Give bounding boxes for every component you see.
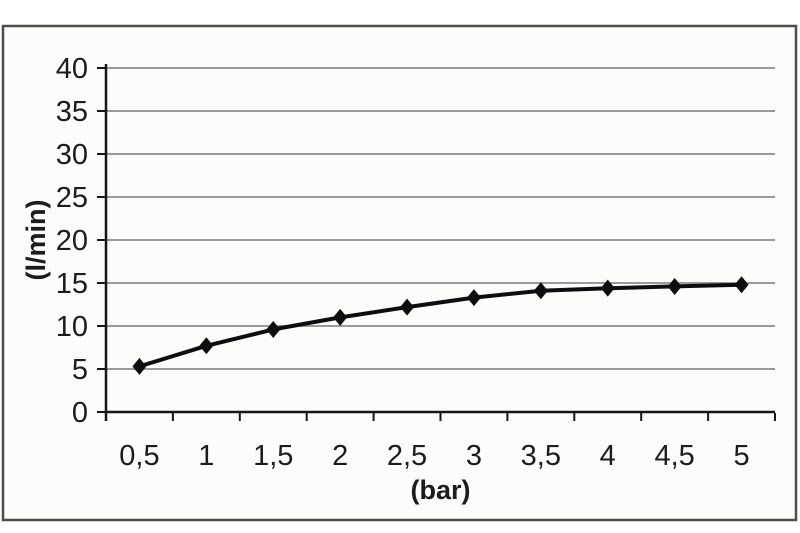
y-tick-label: 35: [56, 96, 88, 128]
x-tick-label: 1,5: [253, 440, 293, 472]
y-tick-label: 5: [72, 354, 88, 386]
x-axis-title: (bar): [411, 475, 471, 505]
data-point-marker: [667, 277, 682, 295]
x-tick-label: 5: [733, 440, 749, 472]
x-tick-label: 3: [466, 440, 482, 472]
x-tick-label: 4: [600, 440, 616, 472]
y-tick-label: 0: [72, 397, 88, 429]
data-point-marker: [333, 308, 348, 326]
x-tick-label: 4,5: [654, 440, 694, 472]
y-tick-label: 40: [56, 53, 88, 85]
data-point-marker: [400, 298, 415, 316]
y-tick-label: 10: [56, 311, 88, 343]
data-point-marker: [533, 282, 548, 300]
y-tick-label: 20: [56, 225, 88, 257]
data-point-marker: [199, 337, 214, 355]
y-axis-title: (l/min): [21, 200, 51, 281]
data-point-marker: [266, 320, 281, 338]
x-tick-label: 2: [332, 440, 348, 472]
y-tick-label: 30: [56, 139, 88, 171]
data-point-marker: [734, 276, 749, 294]
y-tick-label: 15: [56, 268, 88, 300]
x-tick-label: 3,5: [521, 440, 561, 472]
x-tick-label: 1: [198, 440, 214, 472]
chart-frame-border: [1, 24, 798, 522]
y-tick-label: 25: [56, 182, 88, 214]
series-line: [137, 282, 744, 369]
x-tick-label: 2,5: [387, 440, 427, 472]
x-tick-label: 0,5: [119, 440, 159, 472]
data-point-marker: [466, 289, 481, 307]
data-point-marker: [132, 357, 147, 375]
data-point-marker: [600, 279, 615, 297]
